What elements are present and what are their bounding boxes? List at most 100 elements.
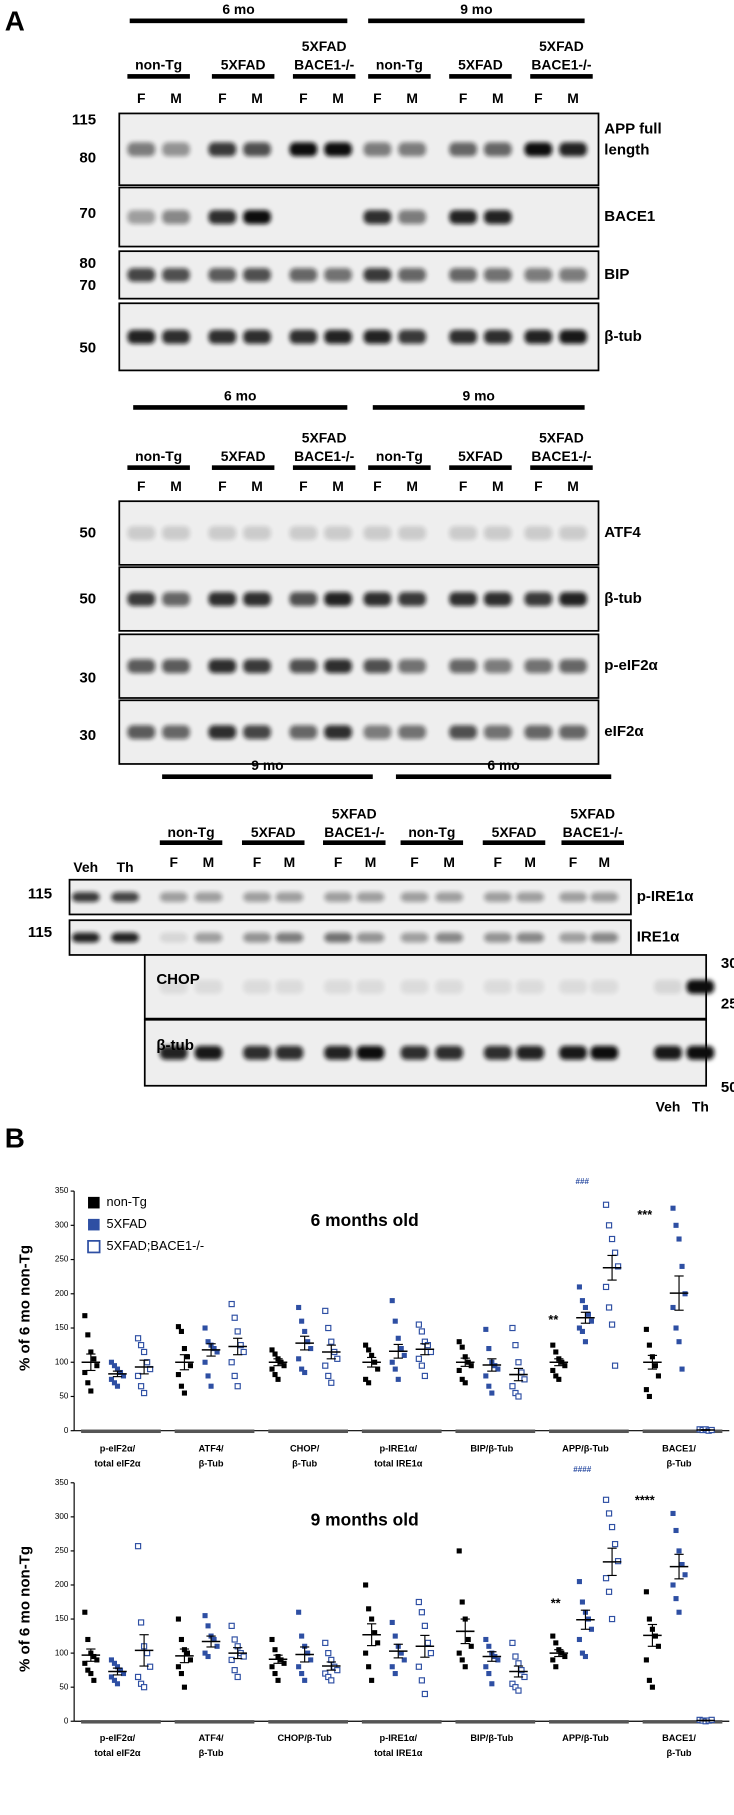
significance: **: [551, 1596, 561, 1611]
band: [686, 1045, 715, 1060]
data-point: [646, 1677, 652, 1683]
data-point: [205, 1339, 211, 1345]
lane-label: M: [203, 854, 215, 870]
group-underline: [530, 74, 593, 79]
data-point: [646, 1393, 652, 1400]
band: [194, 1045, 223, 1060]
significance: ***: [637, 1207, 652, 1222]
data-point: [369, 1616, 375, 1622]
band: [162, 210, 190, 224]
band: [208, 329, 237, 344]
error-bar: [393, 1343, 403, 1359]
band: [289, 526, 318, 540]
band: [449, 142, 477, 157]
error-bar: [86, 1648, 96, 1662]
category-bar: [455, 1720, 536, 1724]
band: [524, 268, 553, 282]
group-label: non-Tg: [376, 448, 423, 464]
data-point: [670, 1205, 676, 1211]
data-point: [111, 1363, 118, 1369]
lane-label: F: [459, 478, 467, 494]
data-point: [415, 1598, 422, 1606]
data-point: [366, 1347, 372, 1353]
band: [208, 592, 237, 606]
data-point: [579, 1298, 585, 1304]
data-point: [94, 1363, 100, 1369]
band: [127, 329, 156, 344]
error-bar: [701, 1719, 711, 1722]
band: [435, 892, 464, 903]
group-underline: [127, 465, 190, 470]
band: [243, 979, 271, 994]
data-point: [495, 1657, 501, 1663]
data-point: [308, 1346, 314, 1352]
data-point: [652, 1363, 658, 1369]
data-point: [214, 1349, 220, 1355]
group-underline: [368, 465, 431, 470]
blot-strip: [118, 699, 600, 765]
data-point: [281, 1660, 287, 1666]
data-point: [234, 1328, 241, 1335]
data-point: [459, 1376, 465, 1382]
band: [483, 329, 512, 344]
error-bar: [554, 1358, 564, 1367]
group-label: 5XFAD: [302, 38, 347, 54]
band: [363, 268, 392, 282]
group-label: non-Tg: [168, 824, 215, 840]
category-bar: [81, 1429, 161, 1434]
data-point: [562, 1653, 568, 1660]
y-tick-label: 150: [55, 1614, 69, 1623]
error-bar: [460, 1618, 470, 1645]
error-bar: [139, 1359, 149, 1375]
data-point: [676, 1236, 682, 1242]
error-bar: [607, 1547, 617, 1577]
group-underline: [323, 840, 386, 845]
data-point: [299, 1366, 305, 1372]
data-point: [205, 1373, 211, 1379]
data-point: [281, 1363, 287, 1369]
data-point: [240, 1653, 247, 1660]
band: [194, 932, 223, 943]
band: [449, 210, 477, 224]
band: [162, 142, 190, 157]
group-underline: [530, 465, 593, 470]
lane-label: F: [253, 854, 261, 870]
control-label: Th: [692, 1098, 709, 1114]
data-point: [85, 1636, 91, 1643]
data-point: [462, 1380, 468, 1386]
data-point: [372, 1630, 378, 1636]
category-bar: [174, 1429, 255, 1434]
data-point: [88, 1349, 94, 1355]
band: [559, 329, 587, 344]
data-point: [272, 1351, 278, 1357]
data-point: [483, 1326, 489, 1332]
data-point: [486, 1383, 492, 1389]
membrane: [118, 500, 600, 566]
data-point: [202, 1613, 208, 1619]
band: [363, 329, 392, 344]
band: [435, 1045, 464, 1060]
mw-marker: 50: [79, 591, 96, 608]
band: [483, 659, 512, 674]
control-label: Veh: [73, 859, 98, 875]
data-point: [146, 1663, 154, 1670]
lane-label: F: [137, 90, 145, 106]
data-point: [299, 1671, 305, 1677]
band: [275, 932, 304, 943]
band: [208, 659, 237, 674]
data-point: [579, 1328, 585, 1334]
data-point: [483, 1373, 489, 1379]
error-bar: [139, 1634, 149, 1667]
band: [559, 932, 587, 943]
band: [71, 892, 100, 903]
data-point: [418, 1677, 425, 1684]
row-label: p-IRE1α: [637, 888, 695, 905]
band: [324, 979, 352, 994]
y-tick-label: 0: [64, 1426, 69, 1435]
data-point: [366, 1606, 372, 1612]
mw-marker: 70: [79, 205, 96, 222]
band: [398, 659, 427, 674]
band: [559, 659, 587, 674]
membrane: [118, 250, 600, 300]
